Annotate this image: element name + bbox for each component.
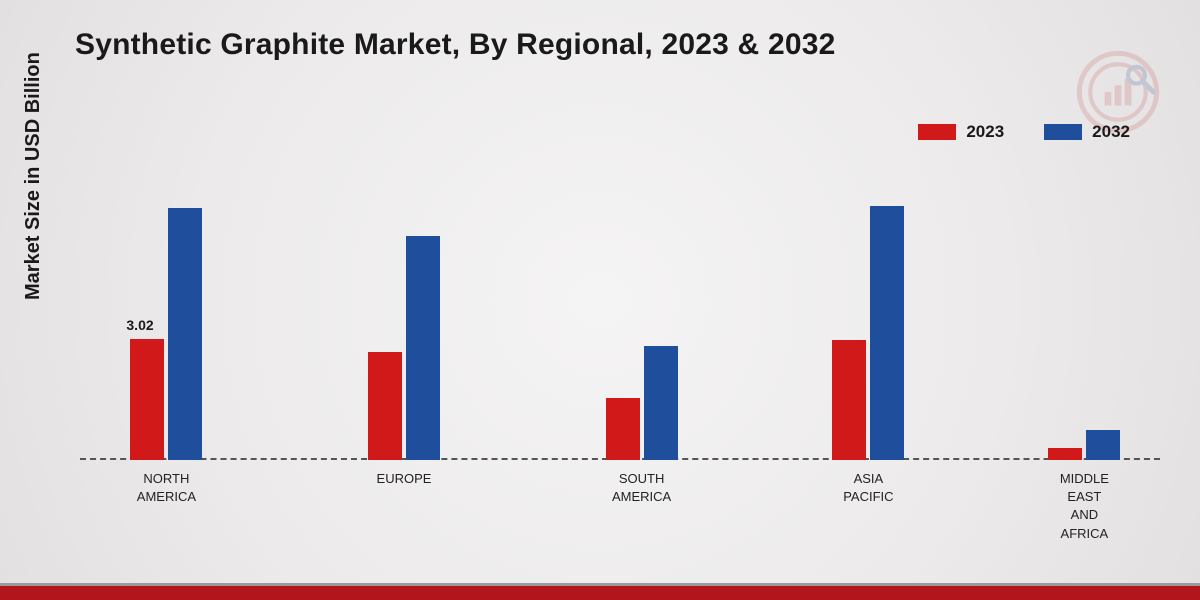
bar-group: ASIA PACIFIC: [832, 206, 904, 460]
bar-value-label: 3.02: [126, 317, 153, 333]
category-label: NORTH AMERICA: [137, 460, 196, 506]
category-label: MIDDLE EAST AND AFRICA: [1060, 460, 1109, 543]
legend-label-2032: 2032: [1092, 122, 1130, 142]
bar-group: SOUTH AMERICA: [606, 346, 678, 460]
category-label: SOUTH AMERICA: [612, 460, 671, 506]
legend-item-2023: 2023: [918, 122, 1004, 142]
legend-item-2032: 2032: [1044, 122, 1130, 142]
bar-2032: [1086, 430, 1120, 460]
bar-group: 3.02NORTH AMERICA: [130, 208, 202, 460]
bar-2032: [644, 346, 678, 460]
chart-title: Synthetic Graphite Market, By Regional, …: [75, 28, 835, 62]
legend-swatch-2023: [918, 124, 956, 140]
bar-2032: [870, 206, 904, 460]
legend-label-2023: 2023: [966, 122, 1004, 142]
bar-2023: [368, 352, 402, 460]
category-label: EUROPE: [377, 460, 432, 488]
bar-group: EUROPE: [368, 236, 440, 460]
bar-2023: [832, 340, 866, 460]
bar-2023: [130, 339, 164, 460]
y-axis-label: Market Size in USD Billion: [22, 52, 45, 300]
bar-2023: [1048, 448, 1082, 460]
legend-swatch-2032: [1044, 124, 1082, 140]
plot-area: 3.02NORTH AMERICA EUROPE SOUTH AMERICA ASIA…: [80, 160, 1160, 460]
bar-group: MIDDLE EAST AND AFRICA: [1048, 430, 1120, 460]
category-label: ASIA PACIFIC: [843, 460, 893, 506]
bar-2032: [406, 236, 440, 460]
bar-2023: [606, 398, 640, 460]
footer-bar: [0, 586, 1200, 600]
bar-2032: [168, 208, 202, 460]
legend: 2023 2032: [918, 122, 1130, 142]
chart-container: Synthetic Graphite Market, By Regional, …: [0, 0, 1200, 600]
